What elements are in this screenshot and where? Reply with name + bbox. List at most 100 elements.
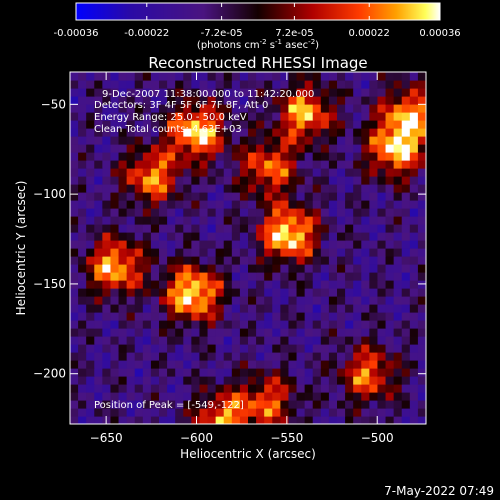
heatmap-cell xyxy=(369,320,379,329)
heatmap-cell xyxy=(142,360,152,369)
heatmap-cell xyxy=(248,176,257,185)
heatmap-cell xyxy=(337,304,346,313)
heatmap-cell xyxy=(345,312,354,321)
heatmap-cell xyxy=(264,320,273,329)
heatmap-cell xyxy=(102,152,112,161)
heatmap-cell xyxy=(191,88,201,97)
heatmap-cell xyxy=(118,168,128,177)
heatmap-cell xyxy=(239,400,249,409)
heatmap-cell xyxy=(401,384,411,393)
heatmap-cell xyxy=(183,88,192,97)
heatmap-cell xyxy=(102,312,112,321)
heatmap-cell xyxy=(280,392,290,401)
heatmap-cell xyxy=(401,392,411,401)
heatmap-cell xyxy=(70,104,79,113)
heatmap-cell xyxy=(272,360,281,369)
heatmap-cell xyxy=(312,288,322,297)
heatmap-cell xyxy=(175,352,184,361)
heatmap-cell xyxy=(345,160,354,169)
heatmap-cell xyxy=(142,120,152,129)
heatmap-cell xyxy=(175,96,184,105)
heatmap-cell xyxy=(239,88,249,97)
heatmap-cell xyxy=(409,80,419,89)
heatmap-cell xyxy=(102,208,112,217)
heatmap-cell xyxy=(215,96,225,105)
heatmap-cell xyxy=(215,176,225,185)
heatmap-cell xyxy=(353,224,362,233)
heatmap-cell xyxy=(296,152,306,161)
heatmap-cell xyxy=(312,160,322,169)
heatmap-cell xyxy=(110,208,120,217)
heatmap-cell xyxy=(110,248,120,257)
heatmap-cell xyxy=(320,152,330,161)
heatmap-cell xyxy=(337,264,346,273)
heatmap-cell xyxy=(264,416,273,424)
heatmap-cell xyxy=(312,88,322,97)
heatmap-cell xyxy=(304,240,314,249)
heatmap-cell xyxy=(167,184,176,193)
heatmap-cell xyxy=(207,368,217,377)
heatmap-cell xyxy=(320,384,330,393)
heatmap-cell xyxy=(393,168,403,177)
heatmap-cell xyxy=(248,184,257,193)
heatmap-cell xyxy=(353,216,362,225)
heatmap-cell xyxy=(215,112,225,121)
heatmap-cell xyxy=(417,160,426,169)
heatmap-cell xyxy=(207,360,217,369)
heatmap-cell xyxy=(199,168,209,177)
heatmap-cell xyxy=(320,352,330,361)
heatmap-cell xyxy=(272,152,281,161)
heatmap-cell xyxy=(369,80,379,89)
heatmap-cell xyxy=(215,416,225,424)
heatmap-cell xyxy=(409,264,419,273)
heatmap-cell xyxy=(320,392,330,401)
heatmap-cell xyxy=(377,296,387,305)
heatmap-cell xyxy=(199,264,209,273)
heatmap-cell xyxy=(142,104,152,113)
heatmap-cell xyxy=(215,168,225,177)
heatmap-cell xyxy=(304,232,314,241)
heatmap-cell xyxy=(78,128,87,137)
heatmap-cell xyxy=(142,88,152,97)
heatmap-cell xyxy=(409,304,419,313)
heatmap-cell xyxy=(328,272,338,281)
heatmap-cell xyxy=(328,144,338,153)
heatmap-cell xyxy=(86,256,95,265)
heatmap-cell xyxy=(167,120,176,129)
heatmap-cell xyxy=(409,280,419,289)
heatmap-cell xyxy=(142,296,152,305)
heatmap-cell xyxy=(248,232,257,241)
heatmap-cell xyxy=(417,368,426,377)
heatmap-cell xyxy=(167,368,176,377)
heatmap-cell xyxy=(142,312,152,321)
heatmap-cell xyxy=(231,288,241,297)
heatmap-cell xyxy=(353,320,362,329)
heatmap-cell xyxy=(337,416,346,424)
heatmap-cell xyxy=(102,96,112,105)
heatmap-cell xyxy=(264,232,273,241)
heatmap-cell xyxy=(134,232,144,241)
heatmap-cell xyxy=(167,152,176,161)
heatmap-cell xyxy=(401,328,411,337)
heatmap-cell xyxy=(256,416,265,424)
heatmap-cell xyxy=(94,296,103,305)
heatmap-cell xyxy=(256,408,265,417)
heatmap-cell xyxy=(353,328,362,337)
heatmap-cell xyxy=(328,96,338,105)
heatmap-cell xyxy=(215,256,225,265)
heatmap-cell xyxy=(191,296,201,305)
heatmap-cell xyxy=(248,248,257,257)
heatmap-cell xyxy=(223,280,233,289)
heatmap-cell xyxy=(248,264,257,273)
heatmap-cell xyxy=(207,224,217,233)
heatmap-cell xyxy=(175,408,184,417)
heatmap-cell xyxy=(199,144,209,153)
heatmap-cell xyxy=(159,376,168,385)
heatmap-cell xyxy=(102,320,112,329)
heatmap-cell xyxy=(337,312,346,321)
heatmap-cell xyxy=(385,120,395,129)
heatmap-cell xyxy=(239,120,249,129)
heatmap-cell xyxy=(369,192,379,201)
heatmap-cell xyxy=(94,128,103,137)
